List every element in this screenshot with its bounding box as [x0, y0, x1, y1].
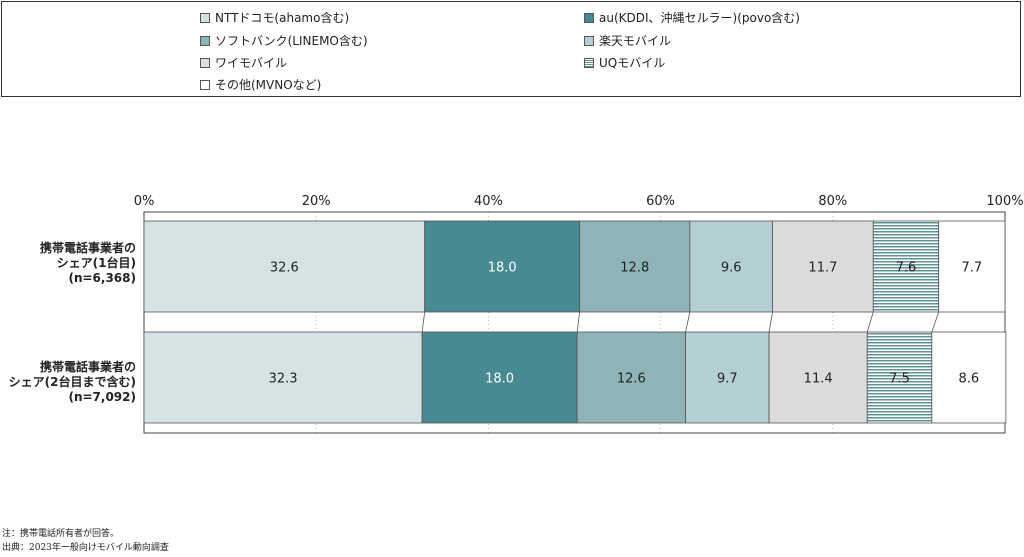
data-label: 9.7 [717, 372, 738, 387]
data-label: 32.3 [269, 372, 298, 387]
connector-line [576, 311, 581, 333]
row-label-line: シェア(1台目) [56, 256, 136, 270]
legend-swatch-au [584, 12, 594, 23]
bars [143, 220, 1007, 424]
notes: 注：携帯電話所有者が回答。 出典：2023年一般向けモバイル動向調査 [2, 527, 169, 555]
note-source: 出典：2023年一般向けモバイル動向調査 [2, 543, 169, 553]
legend-label-ymobile: ワイモバイル [215, 56, 288, 70]
legend-swatch-other [200, 79, 210, 90]
x-tick-label: 40% [474, 194, 503, 209]
data-label: 11.4 [804, 372, 833, 387]
bar-segment [689, 220, 773, 313]
bar-segment [579, 220, 691, 313]
row-label-line: 携帯電話事業者の [39, 360, 136, 374]
bar-segment [143, 331, 423, 424]
data-label: 9.6 [721, 261, 742, 276]
bar-segment [772, 220, 874, 313]
legend-item-uq: UQモバイル [584, 54, 665, 71]
legend-item-ymobile: ワイモバイル [200, 54, 287, 71]
legend-swatch-ymobile [200, 57, 210, 68]
segment-connectors [421, 311, 940, 333]
legend-label-other: その他(MVNOなど) [215, 78, 322, 92]
x-tick-label: 20% [302, 194, 331, 209]
bar-segment [866, 331, 933, 424]
plot-frame [143, 211, 1006, 434]
data-label: 7.6 [896, 261, 917, 276]
x-axis-ticks: 0% 20% 40% 60% 80% 100% [134, 194, 1024, 209]
bar-segment [421, 331, 578, 424]
legend-item-other: その他(MVNOなど) [200, 76, 321, 93]
legend-item-softbank: ソフトバンク(LINEMO含む) [200, 32, 368, 49]
connector-line [768, 311, 773, 333]
legend: NTTドコモ(ahamo含む) ソフトバンク(LINEMO含む) ワイモバイル … [1, 1, 1021, 97]
connector-line [866, 311, 874, 333]
data-label: 7.5 [889, 372, 910, 387]
data-label: 11.7 [808, 261, 837, 276]
bar-segment [685, 331, 770, 424]
data-label: 12.6 [617, 372, 646, 387]
legend-label-au: au(KDDI、沖縄セルラー)(povo含む) [599, 11, 800, 25]
data-label: 32.6 [270, 261, 299, 276]
data-label: 7.7 [962, 261, 983, 276]
data-label: 18.0 [488, 261, 517, 276]
connector-line [421, 311, 426, 333]
data-label: 18.0 [485, 372, 514, 387]
bar-segment [938, 220, 1006, 313]
data-label: 12.8 [620, 261, 649, 276]
row-label-line: シェア(2台目まで含む) [8, 375, 136, 389]
note-respondents: 注：携帯電話所有者が回答。 [2, 529, 120, 539]
x-tick-label: 80% [818, 194, 847, 209]
x-tick-label: 0% [134, 194, 155, 209]
bar-segment [424, 220, 581, 313]
row-label-line: 携帯電話事業者の [39, 241, 136, 255]
legend-label-docomo: NTTドコモ(ahamo含む) [215, 11, 350, 25]
row-label-two-devices: 携帯電話事業者の シェア(2台目まで含む) (n=7,092) [9, 360, 136, 405]
legend-swatch-docomo [200, 12, 210, 23]
bar-segment [143, 220, 426, 313]
x-tick-label: 100% [986, 194, 1023, 209]
legend-label-uq: UQモバイル [599, 56, 666, 70]
legend-label-softbank: ソフトバンク(LINEMO含む) [215, 34, 368, 48]
bar-segment [576, 331, 686, 424]
row-label-line: (n=6,368) [68, 271, 136, 285]
bar-segment [931, 331, 1007, 424]
bar-segment [872, 220, 940, 313]
bar-segment [768, 331, 868, 424]
legend-item-rakuten: 楽天モバイル [584, 32, 671, 49]
data-labels: 32.6 18.0 12.8 9.6 11.7 7.6 7.7 32.3 18.0 12.6 9.7… [269, 261, 983, 387]
connector-line [931, 311, 940, 333]
legend-swatch-rakuten [584, 35, 594, 46]
data-label: 8.6 [958, 372, 979, 387]
row-label-line: (n=7,092) [68, 390, 136, 404]
legend-swatch-uq [584, 57, 594, 68]
x-tick-label: 60% [646, 194, 675, 209]
legend-item-au: au(KDDI、沖縄セルラー)(povo含む) [584, 9, 800, 26]
row-label-first-device: 携帯電話事業者の シェア(1台目) (n=6,368) [40, 241, 136, 286]
legend-swatch-softbank [200, 35, 210, 46]
legend-label-rakuten: 楽天モバイル [599, 34, 672, 48]
connector-line [685, 311, 691, 333]
legend-item-docomo: NTTドコモ(ahamo含む) [200, 9, 349, 26]
